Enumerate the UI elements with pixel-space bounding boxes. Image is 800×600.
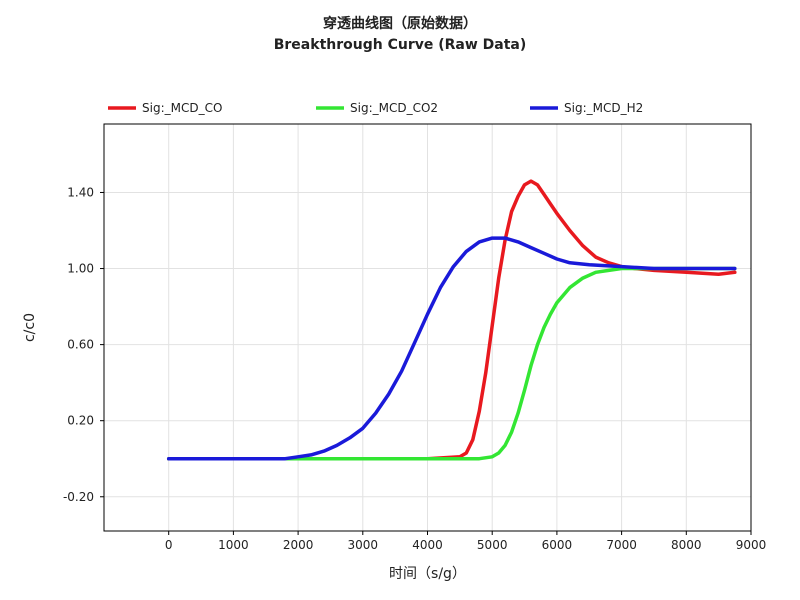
x-tick-label: 5000 — [477, 538, 508, 552]
y-tick-label: -0.20 — [63, 490, 94, 504]
y-tick-label: 0.20 — [67, 414, 94, 428]
series-line-0 — [166, 179, 737, 461]
x-tick-label: 6000 — [542, 538, 573, 552]
series-lines — [166, 179, 737, 461]
x-tick-label: 9000 — [736, 538, 767, 552]
legend-entry: Sig:_MCD_CO2 — [350, 101, 438, 115]
x-tick-label: 2000 — [283, 538, 314, 552]
x-tick-label: 4000 — [412, 538, 443, 552]
y-tick-label: 1.00 — [67, 262, 94, 276]
legend: Sig:_MCD_CO Sig:_MCD_CO2 Sig:_MCD_H2 — [108, 101, 643, 115]
chart-title: 穿透曲线图（原始数据） — [323, 16, 477, 32]
x-axis-label: 时间（s/g） — [389, 566, 466, 582]
series-line-2 — [166, 236, 737, 461]
grid-lines — [104, 124, 752, 531]
legend-entry: Sig:_MCD_H2 — [564, 101, 643, 115]
chart-subtitle: Breakthrough Curve (Raw Data) — [273, 37, 527, 53]
legend-entry: Sig:_MCD_CO — [142, 101, 222, 115]
x-tick-label: 1000 — [218, 538, 249, 552]
y-axis-label: c/c0 — [22, 313, 38, 342]
x-tick-label: 0 — [165, 538, 173, 552]
tick-labels: 0 1000 2000 3000 4000 5000 6000 7000 8000 9000 -0.… — [63, 185, 766, 552]
y-tick-label: 1.40 — [67, 185, 94, 199]
series-line-1 — [166, 266, 737, 461]
chart-title-block: 穿透曲线图（原始数据） Breakthrough Curve (Raw Data… — [0, 14, 800, 56]
x-tick-label: 8000 — [671, 538, 702, 552]
y-tick-label: 0.60 — [67, 338, 94, 352]
x-tick-label: 3000 — [348, 538, 379, 552]
x-tick-label: 7000 — [606, 538, 637, 552]
